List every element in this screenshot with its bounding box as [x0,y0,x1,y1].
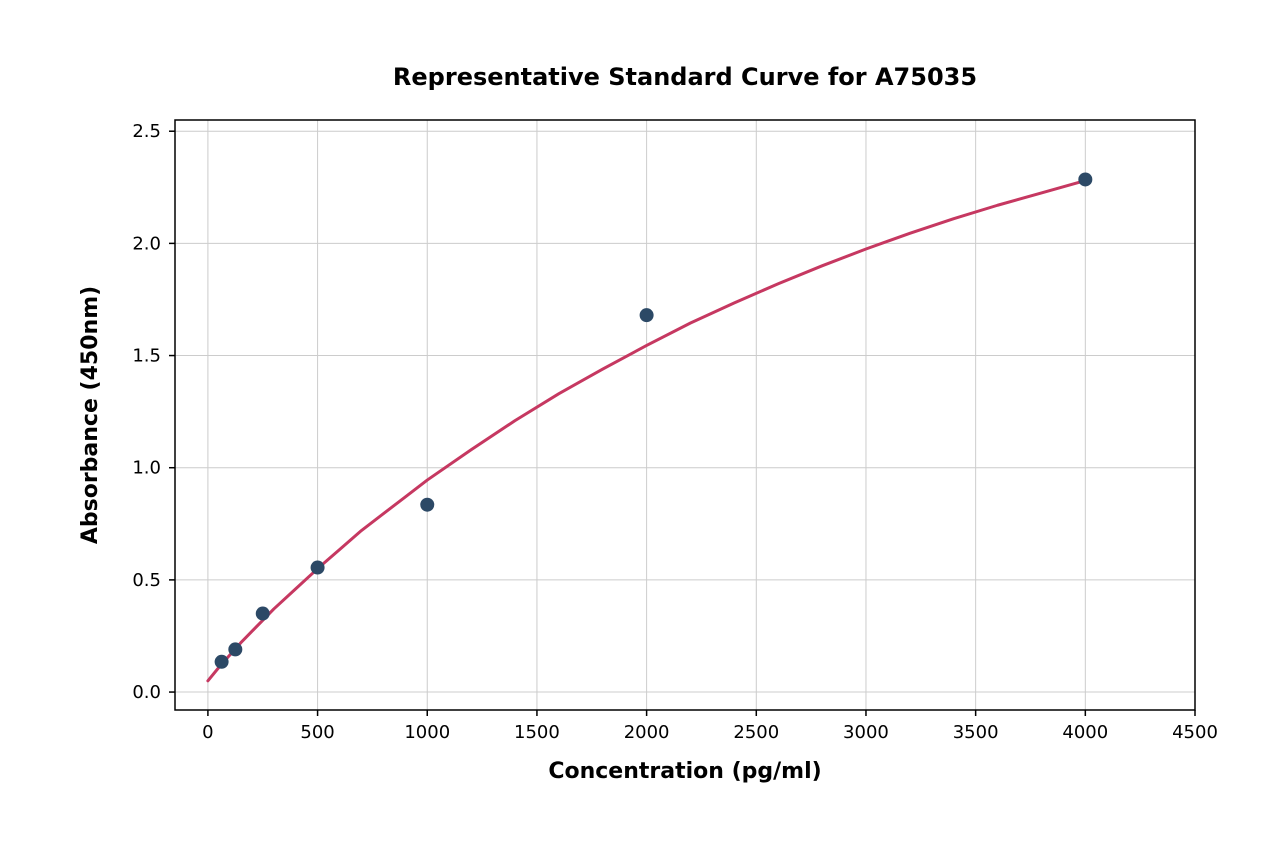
x-tick-label: 0 [202,722,213,743]
data-point [1078,172,1092,186]
y-tick-label: 2.5 [132,121,161,142]
y-tick-label: 2.0 [132,233,161,254]
chart-container: 0 500 1000 1500 2000 2500 3000 3500 4000 4500 0.0 0… [0,0,1280,845]
data-point [256,607,270,621]
y-tick-label: 0.0 [132,682,161,703]
x-tick-label: 3000 [843,722,889,743]
y-tick-label: 1.5 [132,346,161,367]
data-point [640,308,654,322]
x-tick-label: 3500 [953,722,999,743]
plot-area [175,120,1195,710]
x-tick-label: 1000 [404,722,450,743]
chart-title: Representative Standard Curve for A75035 [393,63,977,91]
y-tick-label: 0.5 [132,570,161,591]
y-axis-label: Absorbance (450nm) [78,286,103,544]
y-tick-label: 1.0 [132,458,161,479]
x-tick-label: 1500 [514,722,560,743]
data-point [420,498,434,512]
x-tick-label: 500 [300,722,334,743]
x-tick-label: 2500 [733,722,779,743]
x-tick-label: 4000 [1062,722,1108,743]
data-point [215,655,229,669]
data-point [228,642,242,656]
x-tick-label: 4500 [1172,722,1218,743]
chart-svg: 0 500 1000 1500 2000 2500 3000 3500 4000 4500 0.0 0… [0,0,1280,845]
x-tick-label: 2000 [624,722,670,743]
data-point [311,561,325,575]
x-axis-label: Concentration (pg/ml) [548,759,821,784]
